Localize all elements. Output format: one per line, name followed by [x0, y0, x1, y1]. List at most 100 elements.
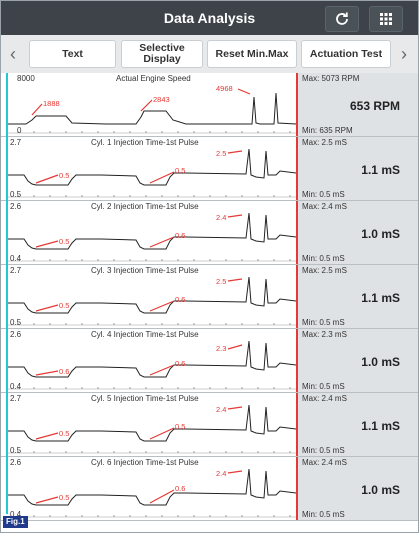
- max-value: Max: 2.5 mS: [302, 138, 347, 147]
- text-button[interactable]: Text: [29, 40, 116, 68]
- waveform-line: [6, 404, 296, 442]
- graph-title: Cyl. 5 Injection Time-1st Pulse: [91, 394, 199, 403]
- tick-marks: [17, 515, 291, 517]
- waveform-chart: [6, 468, 296, 518]
- annotation-arrow: [31, 103, 43, 116]
- value-panel: Max: 2.5 mS 1.1 mS Min: 0.5 mS: [296, 137, 418, 200]
- graph-title: Cyl. 6 Injection Time-1st Pulse: [91, 458, 199, 467]
- value-panel: Max: 2.4 mS 1.0 mS Min: 0.5 mS: [296, 201, 418, 264]
- y-min-label: 0.5: [10, 318, 22, 327]
- left-cursor-line[interactable]: [6, 73, 8, 514]
- graph-plot[interactable]: 2.6 0.4 Cyl. 4 Injection Time-1st Pulse …: [6, 329, 296, 392]
- max-value: Max: 2.4 mS: [302, 458, 347, 467]
- annotation-arrow: [149, 489, 175, 504]
- value-panel: Max: 5073 RPM 653 RPM Min: 635 RPM: [296, 73, 418, 136]
- waveform-line: [6, 92, 296, 125]
- y-min-label: 0.5: [10, 190, 22, 199]
- graph-panel-cyl-6: 2.6 0.4 Cyl. 6 Injection Time-1st Pulse …: [1, 457, 418, 521]
- annotation-label: 0.5: [59, 429, 70, 438]
- graph-title: Cyl. 2 Injection Time-1st Pulse: [91, 202, 199, 211]
- annotation-arrow: [227, 278, 243, 282]
- current-value: 653 RPM: [349, 99, 400, 113]
- min-value: Min: 0.5 mS: [302, 382, 345, 391]
- annotation-label: 0.6: [59, 367, 70, 376]
- tick-marks: [17, 387, 291, 389]
- annotation-arrow: [227, 214, 243, 218]
- current-value: 1.1 mS: [361, 291, 400, 305]
- grid-icon: [380, 13, 392, 25]
- graph-panel-cyl-5: 2.7 0.5 Cyl. 5 Injection Time-1st Pulse …: [1, 393, 418, 457]
- annotation-arrow: [149, 300, 175, 312]
- max-value: Max: 2.3 mS: [302, 330, 347, 339]
- reset-min-max-button[interactable]: Reset Min.Max: [207, 40, 297, 68]
- annotation-label: 2.5: [216, 149, 227, 158]
- annotation-arrow: [227, 344, 243, 350]
- annotation-arrow: [227, 470, 243, 474]
- annotation-label: 2843: [153, 95, 170, 104]
- grid-button[interactable]: [369, 6, 403, 32]
- graph-panel-cyl-2: 2.6 0.4 Cyl. 2 Injection Time-1st Pulse …: [1, 201, 418, 265]
- min-value: Min: 0.5 mS: [302, 446, 345, 455]
- y-max-label: 2.7: [10, 266, 22, 275]
- value-panel: Max: 2.4 mS 1.0 mS Min: 0.5 mS: [296, 457, 418, 520]
- y-max-label: 2.7: [10, 394, 22, 403]
- tick-marks: [17, 131, 291, 133]
- waveform-chart: [6, 88, 296, 134]
- figure-label: Fig.1: [3, 516, 28, 528]
- annotation-arrow: [35, 370, 59, 376]
- graph-plot[interactable]: 2.6 0.4 Cyl. 6 Injection Time-1st Pulse …: [6, 457, 296, 520]
- refresh-icon: [336, 12, 348, 25]
- chevron-left-icon[interactable]: ‹: [10, 44, 16, 64]
- y-min-label: 0: [17, 126, 22, 135]
- current-value: 1.0 mS: [361, 483, 400, 497]
- annotation-label: 1888: [43, 99, 60, 108]
- graph-plot[interactable]: 2.7 0.5 Cyl. 1 Injection Time-1st Pulse …: [6, 137, 296, 200]
- graph-plot[interactable]: 2.6 0.4 Cyl. 2 Injection Time-1st Pulse …: [6, 201, 296, 264]
- waveform-chart: [6, 276, 296, 326]
- graph-title: Cyl. 1 Injection Time-1st Pulse: [91, 138, 199, 147]
- graph-plot[interactable]: 2.7 0.5 Cyl. 3 Injection Time-1st Pulse …: [6, 265, 296, 328]
- max-value: Max: 2.4 mS: [302, 394, 347, 403]
- y-max-label: 2.7: [10, 138, 22, 147]
- min-value: Min: 0.5 mS: [302, 190, 345, 199]
- annotation-arrow: [227, 406, 243, 410]
- annotation-label: 0.6: [175, 359, 186, 368]
- annotation-label: 0.6: [175, 484, 186, 493]
- y-max-label: 2.6: [10, 202, 22, 211]
- min-value: Min: 635 RPM: [302, 126, 353, 135]
- annotation-arrow: [149, 364, 175, 376]
- refresh-button[interactable]: [325, 6, 359, 32]
- graph-title: Actual Engine Speed: [116, 74, 191, 83]
- annotation-arrow: [140, 99, 153, 112]
- annotation-arrow: [149, 427, 175, 440]
- tick-marks: [17, 195, 291, 197]
- current-value: 1.1 mS: [361, 419, 400, 433]
- annotation-label: 0.5: [59, 237, 70, 246]
- annotation-label: 2.4: [216, 405, 227, 414]
- annotation-arrow: [237, 88, 251, 95]
- annotation-label: 0.6: [175, 231, 186, 240]
- annotation-arrow: [149, 171, 175, 184]
- waveform-line: [6, 276, 296, 314]
- y-min-label: 0.4: [10, 382, 22, 391]
- annotation-arrow: [149, 236, 175, 248]
- graph-plot[interactable]: 8000 0 Actual Engine Speed 1888 2843 496…: [6, 73, 296, 136]
- annotation-label: 0.5: [175, 422, 186, 431]
- annotation-label: 0.5: [59, 171, 70, 180]
- waveform-chart: [6, 148, 296, 198]
- annotation-label: 2.4: [216, 469, 227, 478]
- waveform-line: [6, 340, 296, 378]
- tick-marks: [17, 451, 291, 453]
- graph-plot[interactable]: 2.7 0.5 Cyl. 5 Injection Time-1st Pulse …: [6, 393, 296, 456]
- graph-panel-cyl-4: 2.6 0.4 Cyl. 4 Injection Time-1st Pulse …: [1, 329, 418, 393]
- actuation-test-button[interactable]: Actuation Test: [301, 40, 391, 68]
- toolbar: ‹ Text Selective Display Reset Min.Max A…: [1, 35, 418, 74]
- y-max-label: 8000: [17, 74, 35, 83]
- waveform-line: [6, 468, 296, 506]
- max-value: Max: 2.4 mS: [302, 202, 347, 211]
- selective-display-button[interactable]: Selective Display: [121, 40, 203, 68]
- chevron-right-icon[interactable]: ›: [401, 44, 407, 64]
- waveform-chart: [6, 212, 296, 262]
- value-panel: Max: 2.5 mS 1.1 mS Min: 0.5 mS: [296, 265, 418, 328]
